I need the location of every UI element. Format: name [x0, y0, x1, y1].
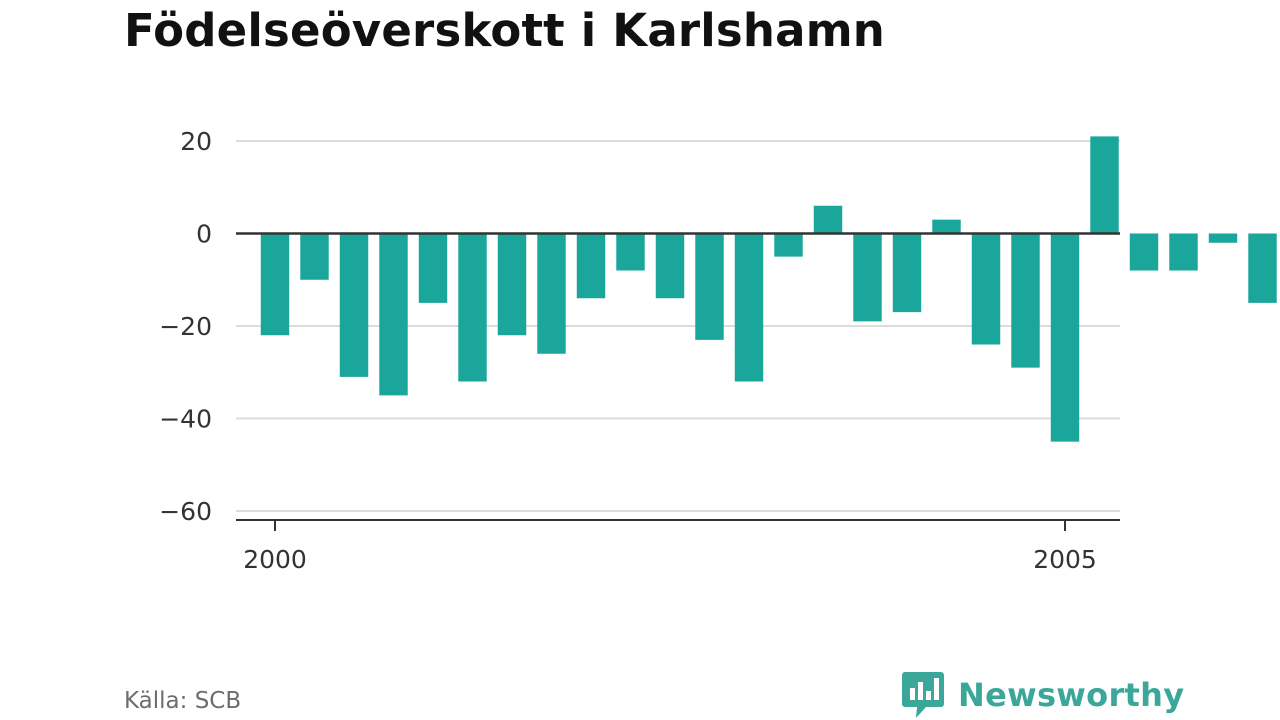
bar — [655, 233, 685, 299]
y-tick-label: 0 — [196, 220, 212, 249]
bar — [458, 233, 487, 382]
tick-labels: 200−20−40−60200020052010201520202025 — [159, 127, 1097, 574]
bar — [853, 233, 882, 322]
bar — [1208, 233, 1238, 243]
bar — [260, 233, 290, 336]
source-note: Källa: SCB — [124, 688, 242, 714]
bar — [1248, 233, 1277, 303]
bar — [1129, 233, 1159, 271]
bar — [1090, 136, 1119, 234]
bar — [616, 233, 645, 271]
chart-title: Födelseöverskott i Karlshamn — [124, 4, 886, 57]
bar — [734, 233, 764, 382]
bar — [300, 233, 329, 280]
bar — [418, 233, 448, 303]
y-tick-label: −60 — [159, 497, 212, 526]
newsworthy-logo-icon — [902, 672, 944, 718]
bar — [339, 233, 369, 377]
bar — [932, 219, 961, 234]
brand-logo: Newsworthy — [902, 670, 1184, 720]
bar — [971, 233, 1001, 345]
bar — [695, 233, 724, 340]
bar — [1050, 233, 1080, 442]
bar — [892, 233, 922, 313]
bar — [813, 205, 843, 234]
brand-name: Newsworthy — [958, 676, 1185, 714]
bar — [774, 233, 803, 257]
bar — [537, 233, 566, 354]
y-tick-label: 20 — [180, 127, 212, 156]
axes — [236, 232, 1120, 531]
y-tick-label: −40 — [159, 405, 212, 434]
bar — [1169, 233, 1198, 271]
x-tick-label: 2005 — [1033, 545, 1097, 574]
x-tick-label: 2000 — [243, 545, 307, 574]
bar — [497, 233, 527, 336]
bar — [1011, 233, 1040, 368]
bar — [576, 233, 606, 299]
y-tick-label: −20 — [159, 312, 212, 341]
bar — [379, 233, 408, 396]
bars — [260, 136, 1277, 442]
